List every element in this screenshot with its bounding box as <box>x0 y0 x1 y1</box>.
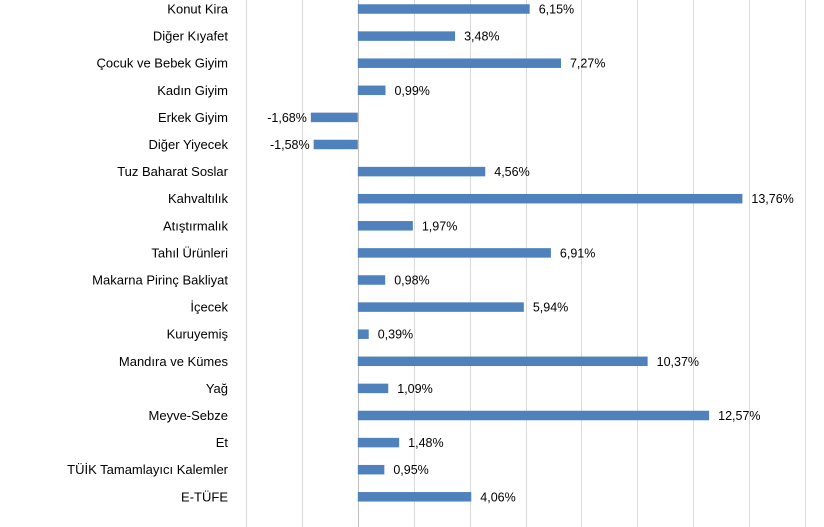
value-label: 4,06% <box>480 490 515 504</box>
category-label: Kuruyemiş <box>167 327 229 342</box>
category-label: Makarna Pirinç Bakliyat <box>92 273 228 288</box>
bar <box>357 492 472 502</box>
category-label: Kahvaltılık <box>168 191 228 206</box>
bar <box>357 31 456 41</box>
bar <box>357 85 386 96</box>
category-label: Mandıra ve Kümes <box>119 354 229 369</box>
category-label: Diğer Yiyecek <box>149 137 229 152</box>
bar <box>357 58 561 68</box>
value-label: 0,95% <box>393 463 428 477</box>
value-label: 1,09% <box>397 382 432 396</box>
bar <box>357 437 400 448</box>
value-label: -1,68% <box>267 111 307 125</box>
bar <box>357 221 413 231</box>
category-label: E-TÜFE <box>181 489 228 504</box>
value-label: 0,98% <box>394 274 429 288</box>
category-label: Diğer Kıyafet <box>153 29 229 44</box>
value-label: 1,48% <box>408 436 443 450</box>
bar <box>357 356 648 367</box>
bar <box>357 383 389 394</box>
bar <box>357 193 743 204</box>
category-labels: Konut Kira Diğer Kıyafet Çocuk ve Bebek Gi… <box>67 2 229 505</box>
value-label: 4,56% <box>494 165 529 179</box>
value-label: 13,76% <box>751 192 793 206</box>
category-label: Çocuk ve Bebek Giyim <box>97 56 229 71</box>
category-label: Et <box>216 435 229 450</box>
category-label: Meyve-Sebze <box>149 408 228 423</box>
bar <box>357 275 386 285</box>
bar <box>357 166 486 177</box>
category-label: TÜİK Tamamlayıcı Kalemler <box>67 462 229 477</box>
bar <box>357 302 524 312</box>
bar <box>310 112 358 123</box>
bar <box>357 410 710 421</box>
value-labels: 6,15% 3,48% 7,27% 0,99% -1,68% -1,58% 4,56% 13,… <box>267 3 794 505</box>
category-label: Erkek Giyim <box>158 110 228 125</box>
category-label: Atıştırmalık <box>163 218 229 233</box>
value-label: 6,15% <box>539 3 574 17</box>
value-label: -1,58% <box>270 138 310 152</box>
bar <box>357 329 369 339</box>
bar <box>357 4 530 14</box>
value-label: 3,48% <box>464 30 499 44</box>
value-label: 0,39% <box>378 328 413 342</box>
gridlines <box>246 0 806 527</box>
category-label: İçecek <box>190 300 228 315</box>
category-label: Tahıl Ürünleri <box>151 245 228 260</box>
bar <box>313 139 358 150</box>
category-label: Kadın Giyim <box>157 83 228 98</box>
value-label: 5,94% <box>533 301 568 315</box>
value-label: 1,97% <box>422 219 457 233</box>
value-label: 0,99% <box>394 84 429 98</box>
value-label: 7,27% <box>570 57 605 71</box>
bar <box>357 248 551 258</box>
category-label: Tuz Baharat Soslar <box>117 164 228 179</box>
value-label: 12,57% <box>718 409 760 423</box>
category-label: Yağ <box>206 381 228 396</box>
value-label: 6,91% <box>560 246 595 260</box>
value-label: 10,37% <box>657 355 699 369</box>
bars <box>310 4 743 502</box>
bar <box>357 464 385 475</box>
category-label: Konut Kira <box>167 2 228 17</box>
